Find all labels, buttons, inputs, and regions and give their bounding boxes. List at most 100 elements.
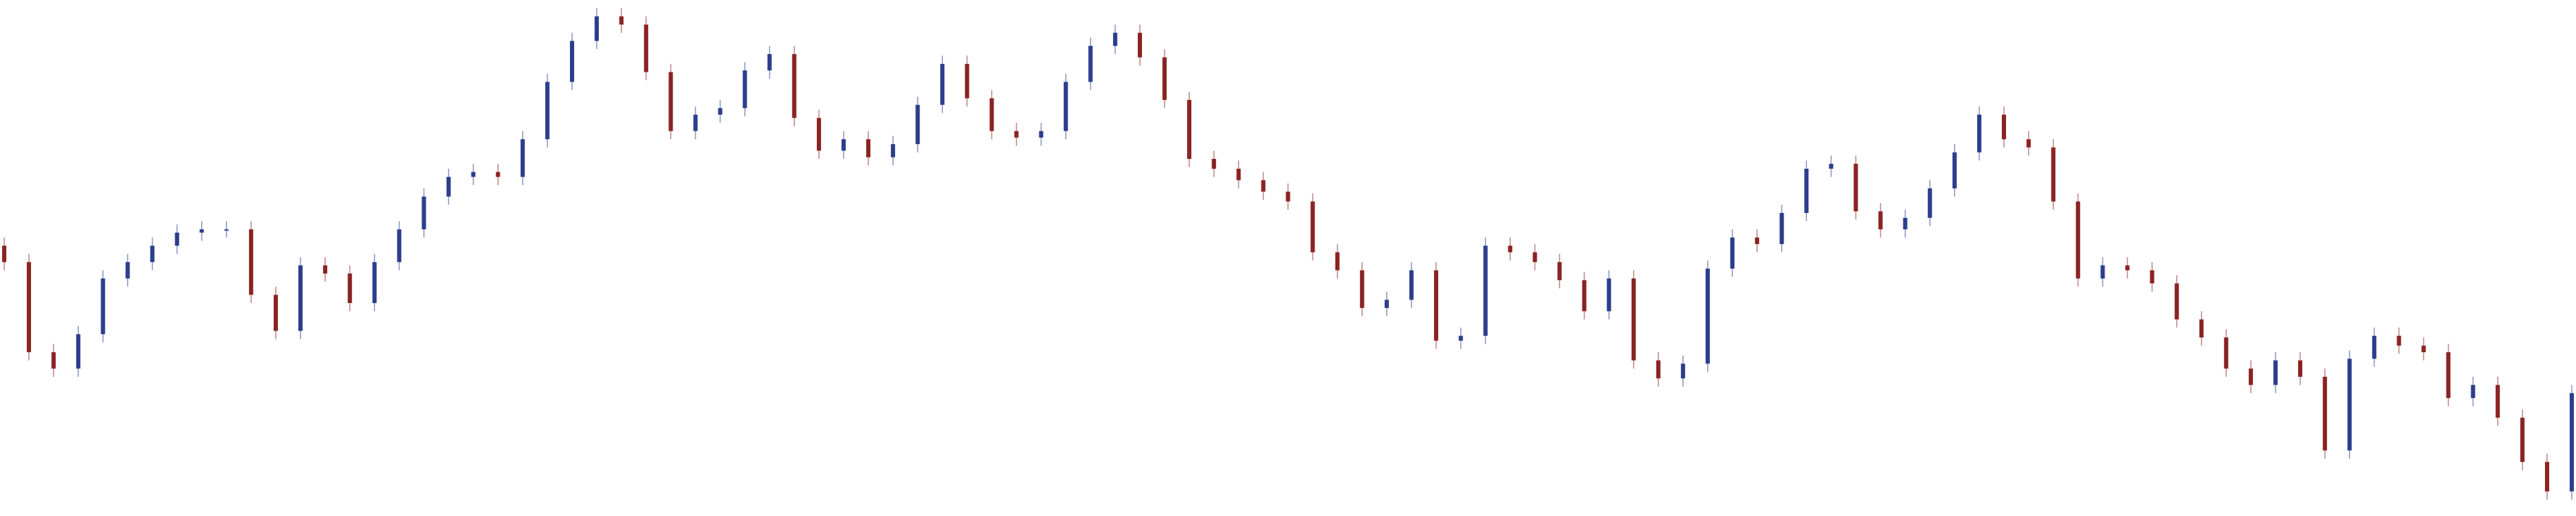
candle-body [915, 105, 920, 145]
candle-body [2026, 139, 2031, 148]
candle-body [1236, 169, 1241, 181]
candle-body [1680, 363, 1685, 379]
candle-body [1606, 278, 1611, 311]
candle-body [2347, 359, 2352, 451]
candle-body [51, 351, 56, 369]
candle-body [224, 229, 229, 231]
candle-body [866, 139, 871, 157]
candle-body [1039, 131, 1043, 138]
candle-body [2100, 265, 2105, 279]
candle-body [471, 172, 476, 177]
candle-body [1853, 164, 1858, 212]
candle-body [421, 196, 426, 230]
candle-body [1903, 217, 1908, 230]
candle-body [1162, 57, 1167, 101]
candle-body [1804, 169, 1809, 213]
candle-body [668, 72, 673, 131]
candle-body [940, 63, 945, 105]
candle-body [644, 24, 649, 72]
candle-body [2520, 418, 2525, 463]
candle-body [545, 82, 550, 140]
candle-body [1927, 188, 1932, 218]
candle-body [693, 115, 698, 131]
candle-body [2223, 337, 2228, 369]
candle-body [1187, 100, 1192, 160]
candle-body [150, 245, 155, 262]
candle-body [2199, 319, 2204, 338]
candle-body [2446, 351, 2451, 399]
candle-body [2421, 345, 2426, 352]
candle-body [1779, 212, 1784, 245]
candle-body [1359, 270, 1364, 309]
candle-body [520, 139, 525, 177]
candle-body [495, 172, 500, 177]
candle-body [2372, 335, 2377, 359]
candle-body [1112, 32, 1117, 46]
candle-body [1409, 270, 1414, 300]
candle-body [1582, 280, 1587, 311]
candle-body [1631, 278, 1636, 361]
candle-body [595, 16, 599, 41]
candle-body [372, 262, 377, 304]
candle-body [1483, 245, 1488, 336]
candle-body [891, 144, 896, 157]
candle-body [965, 63, 970, 98]
candle-body [1829, 164, 1834, 169]
candle-body [175, 232, 179, 246]
candle-body [1952, 152, 1957, 188]
candle-body [397, 229, 402, 262]
candle-body [1212, 159, 1217, 169]
candle-body [446, 176, 451, 197]
candle-body [1335, 252, 1340, 271]
candle-body [1434, 270, 1439, 341]
candle-body [1977, 115, 1981, 153]
candle-body [2495, 385, 2500, 418]
candle-body [1705, 269, 1710, 364]
candle-body [1557, 262, 1562, 280]
candle-body [199, 229, 204, 233]
candle-body [2273, 360, 2278, 385]
candle-body [1878, 211, 1883, 230]
candle-body [1533, 252, 1537, 262]
candle-body [792, 53, 797, 118]
candle-body [1730, 237, 1735, 269]
candle-body [718, 108, 723, 115]
candle-body [2, 245, 6, 262]
candle-body [1755, 237, 1760, 245]
candle-body [1384, 299, 1389, 309]
candle-body [767, 53, 772, 71]
candle-body [1656, 360, 1661, 379]
candle-body [248, 229, 253, 295]
candle-body [816, 117, 821, 151]
candle-body [1459, 335, 1464, 341]
candle-body [2002, 115, 2007, 140]
candle-body [2248, 368, 2253, 385]
candle-body [101, 278, 106, 335]
candle-body [76, 334, 81, 369]
candle-body [348, 273, 353, 304]
candle-body [2470, 385, 2475, 399]
candle-body [989, 98, 994, 131]
candle-body [1088, 46, 1093, 82]
candle-body [2125, 265, 2130, 271]
candle-body [841, 139, 846, 151]
candle-body [298, 265, 303, 331]
candle-body [2544, 462, 2549, 492]
candle-body [1063, 82, 1068, 131]
candle-body [2051, 147, 2056, 202]
candle-body [2397, 335, 2401, 346]
candle-body [1014, 131, 1019, 138]
candle-body [1286, 191, 1290, 202]
candle-body [2570, 393, 2574, 492]
candle-body [1137, 32, 1142, 58]
candle-body [2150, 270, 2155, 284]
candle-body [1261, 180, 1266, 192]
candle-body [2174, 283, 2179, 320]
candle-body [2298, 360, 2303, 377]
candle-body [323, 265, 328, 274]
candle-body [1310, 201, 1315, 252]
candle-body [2323, 376, 2328, 451]
candle-body [125, 262, 130, 279]
